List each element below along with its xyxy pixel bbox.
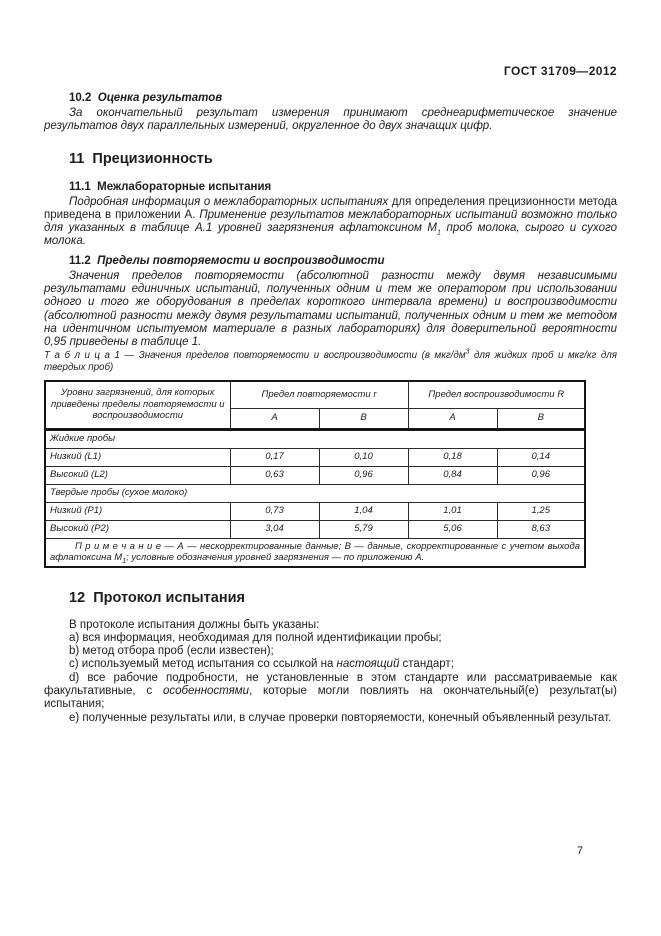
cell-L1-r-B: 0,10 xyxy=(318,447,409,467)
heading-11-1-number: 11.1 xyxy=(69,180,91,193)
cell-L2-R-B: 0,96 xyxy=(496,465,586,485)
heading-10-2: 10.2 Оценка результатов xyxy=(44,92,617,104)
cell-P1-r-B: 1,04 xyxy=(318,501,409,521)
section-label-solid: Твердые пробы (сухое молоко) xyxy=(44,483,586,503)
heading-12: 12 Протокол испытания xyxy=(44,590,617,606)
header-cell-R-B: В xyxy=(496,407,586,431)
cell-P1-R-A: 1,01 xyxy=(407,501,498,521)
paragraph-11-2: Значения пределов повторяемости (абсолют… xyxy=(44,269,617,349)
note-label: П р и м е ч а н и е — xyxy=(75,540,178,552)
paragraph-11-1-seg4: проб молока, сырого и сухого молока. xyxy=(44,222,618,248)
heading-11-number: 11 xyxy=(69,150,85,167)
cell-P1-R-B: 1,25 xyxy=(496,501,586,521)
list-item-b-text: b) метод отбора проб (если известен); xyxy=(69,645,274,658)
note-text-b: ; условные обозначения уровней загрязнен… xyxy=(126,552,425,564)
page-content: ГОСТ 31709—2012 10.2 Оценка результатов … xyxy=(44,64,617,725)
list-item-c-italic: настоящий xyxy=(336,658,400,671)
cell-L1-R-B: 0,14 xyxy=(496,447,586,467)
table-section-liquid: Жидкие пробы xyxy=(44,428,586,449)
paragraph-12-intro: В протоколе испытания должны быть указан… xyxy=(69,618,320,631)
list-item-a: a) вся информация, необходимая для полно… xyxy=(44,632,617,645)
standard-number: ГОСТ 31709—2012 xyxy=(503,64,617,78)
table-caption: Т а б л и ц а 1 — Значения пределов повт… xyxy=(44,348,617,375)
cell-L2-R-A: 0,84 xyxy=(407,465,498,485)
caption-superscript: 3 xyxy=(465,348,470,356)
header-cell-repeatability: Предел повторяемости r xyxy=(229,380,409,409)
list-item-e-text: e) полученные результаты или, в случае п… xyxy=(69,711,612,724)
header-cell-levels: Уровни загрязнений, для которых приведен… xyxy=(44,380,231,431)
header-cell-r-B: В xyxy=(318,407,409,431)
header-cell-reproducibility: Предел воспроизводимости R xyxy=(407,380,586,409)
cell-P2-R-A: 5,06 xyxy=(407,519,498,539)
table-caption-text: Т а б л и ц а 1 — Значения пределов повт… xyxy=(44,349,466,361)
table-note: П р и м е ч а н и е — А — нескорректиров… xyxy=(44,537,586,568)
list-item-e: e) полученные результаты или, в случае п… xyxy=(44,712,617,725)
cell-P1-r-A: 0,73 xyxy=(229,501,320,521)
table-section-solid: Твердые пробы (сухое молоко) xyxy=(44,483,586,503)
heading-11-1: 11.1 Межлабораторные испытания xyxy=(44,181,617,193)
heading-10-2-number: 10.2 xyxy=(69,92,92,104)
list-item-a-text: a) вся информация, необходимая для полно… xyxy=(69,631,442,644)
section-label-liquid: Жидкие пробы xyxy=(44,428,586,449)
table-row-L2: Высокий (L2) 0,63 0,96 0,84 0,96 xyxy=(44,465,586,485)
paragraph-11-1-seg3: Применение результатов межлабораторных и… xyxy=(44,208,617,235)
list-item-d-italic: особенностями xyxy=(162,685,250,698)
list-item-c-text: c) используемый метод испытания со ссылк… xyxy=(69,658,337,671)
row-label-L2: Высокий (L2) xyxy=(44,465,231,485)
cell-P2-r-A: 3,04 xyxy=(229,519,320,539)
heading-11-1-title: Межлабораторные испытания xyxy=(97,180,272,193)
list-item-c: c) используемый метод испытания со ссылк… xyxy=(44,658,617,671)
list-item-b: b) метод отбора проб (если известен); xyxy=(44,645,617,658)
cell-P2-r-B: 5,79 xyxy=(318,519,409,539)
note-text-a: А — нескорректированные данные; В — данн… xyxy=(50,540,580,564)
table-row-P1: Низкий (P1) 0,73 1,04 1,01 1,25 xyxy=(44,501,586,521)
cell-L1-R-A: 0,18 xyxy=(407,447,498,467)
row-label-P2: Высокий (P2) xyxy=(44,519,231,539)
heading-10-2-title: Оценка результатов xyxy=(97,92,223,104)
table-caption-text-2: для жидких проб и мкг/кг для твердых про… xyxy=(44,349,617,374)
note-subscript: 1 xyxy=(122,557,127,565)
paragraph-11-1-seg1: Подробная информация о межлабораторных и… xyxy=(69,195,389,208)
table-row-P2: Высокий (P2) 3,04 5,79 5,06 8,63 xyxy=(44,519,586,539)
page-number: 7 xyxy=(576,845,583,857)
heading-11: 11 Прецизионность xyxy=(44,151,617,167)
cell-L2-r-A: 0,63 xyxy=(229,465,320,485)
row-label-L1: Низкий (L1) xyxy=(44,447,231,467)
heading-12-number: 12 xyxy=(69,589,86,606)
cell-P2-R-B: 8,63 xyxy=(496,519,586,539)
list-item-d: d) все рабочие подробности, не установле… xyxy=(44,672,617,712)
doc-header: ГОСТ 31709—2012 xyxy=(44,64,617,78)
results-table: Уровни загрязнений, для которых приведен… xyxy=(44,379,586,568)
paragraph-11-1: Подробная информация о межлабораторных и… xyxy=(44,196,617,249)
cell-L2-r-B: 0,96 xyxy=(318,465,409,485)
table-header-row-groups: Уровни загрязнений, для которых приведен… xyxy=(44,380,586,431)
list-item-d-text-2: , которые могли повлиять на окончательны… xyxy=(44,685,617,711)
table-header-row-sub: А В А В xyxy=(45,407,586,431)
list-item-c-text-2: стандарт; xyxy=(399,658,454,671)
header-cell-r-A: А xyxy=(229,407,320,431)
heading-11-2-title: Пределы повторяемости и воспроизводимост… xyxy=(97,254,385,267)
heading-11-2: 11.2 Пределы повторяемости и воспроизвод… xyxy=(44,255,617,267)
list-item-d-text: d) все рабочие подробности, не установле… xyxy=(44,671,617,698)
table-note-row: П р и м е ч а н и е — А — нескорректиров… xyxy=(44,537,586,568)
header-cell-R-A: А xyxy=(407,407,498,431)
table-row-L1: Низкий (L1) 0,17 0,10 0,18 0,14 xyxy=(44,447,586,467)
paragraph-11-1-seg2: для определения прецизионности метода пр… xyxy=(44,195,618,221)
paragraph-10-2: За окончательный результат измерения при… xyxy=(44,107,617,133)
cell-L1-r-A: 0,17 xyxy=(229,447,320,467)
row-label-P1: Низкий (P1) xyxy=(44,501,231,521)
aflatoxin-subscript: 1 xyxy=(437,229,441,237)
heading-11-2-number: 11.2 xyxy=(69,254,91,267)
heading-12-title: Протокол испытания xyxy=(93,589,245,606)
heading-11-title: Прецизионность xyxy=(92,150,213,167)
